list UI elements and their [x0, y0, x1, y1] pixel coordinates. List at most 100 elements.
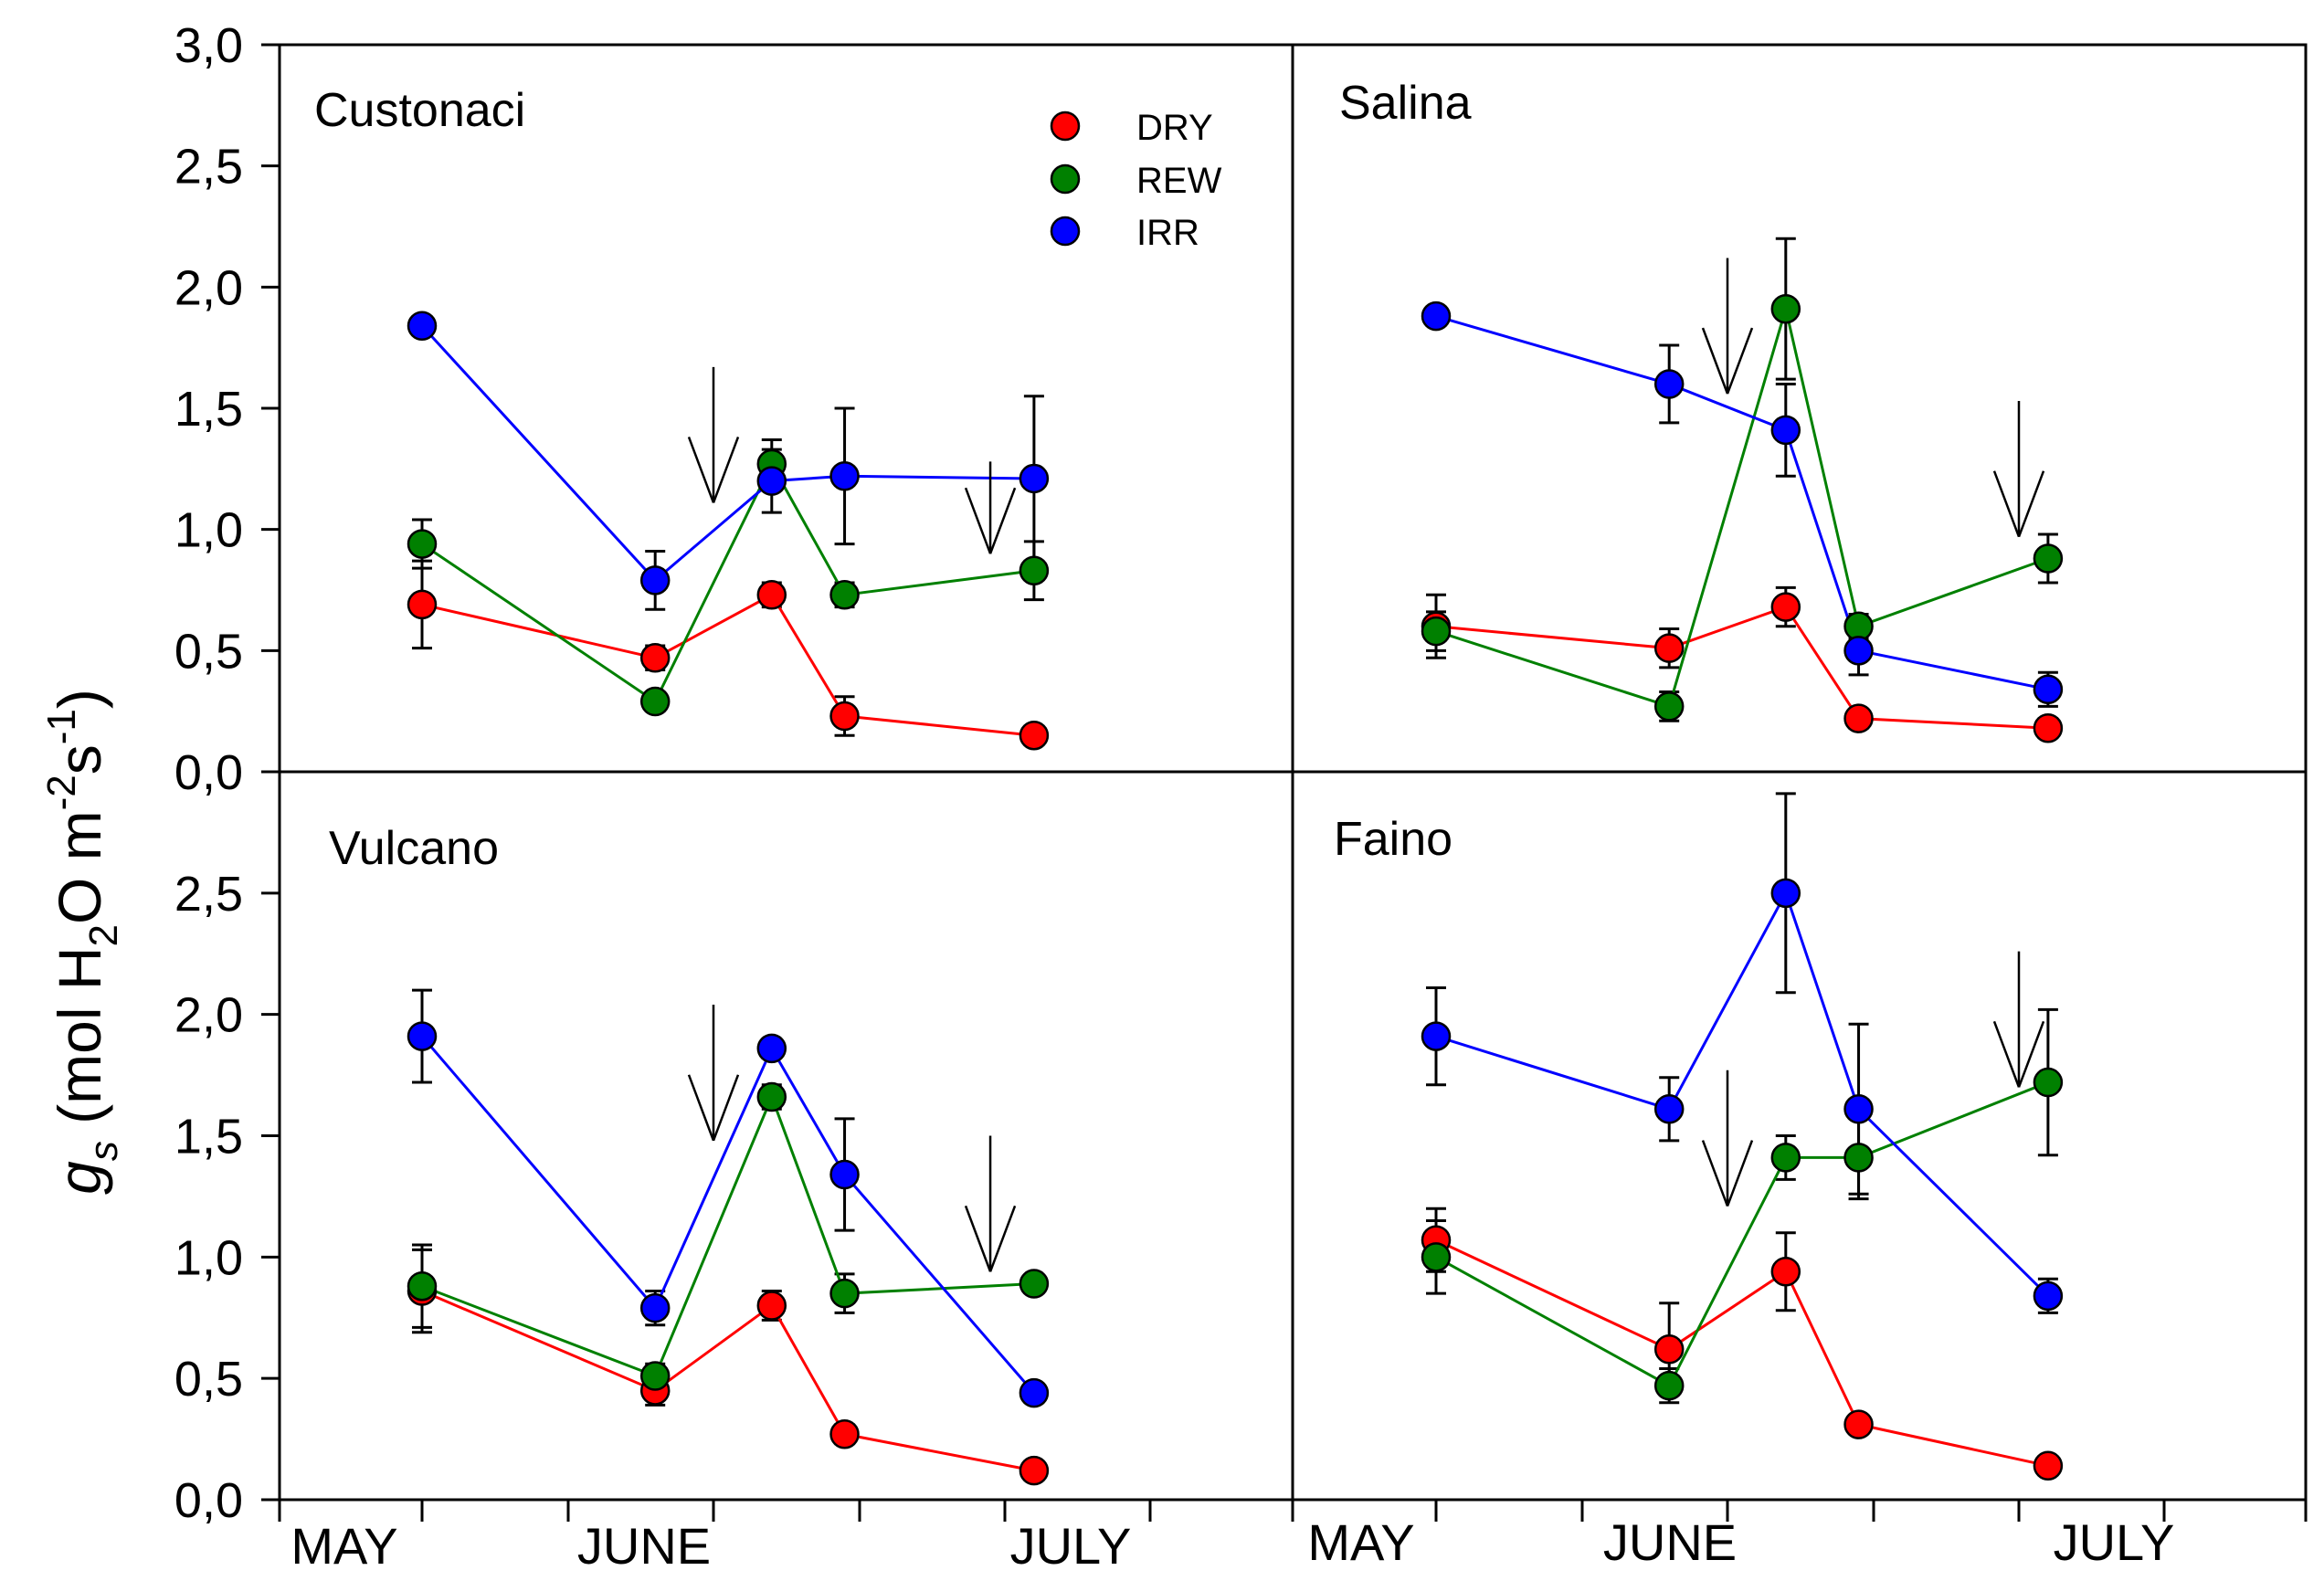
data-point-irr [1843, 636, 1874, 666]
arrow-head-left [1701, 327, 1729, 395]
arrow-head-right [2017, 1020, 2045, 1088]
y-tick-label: 2,0 [174, 260, 243, 315]
data-point-dry [2033, 1450, 2064, 1481]
data-point-irr [639, 565, 671, 596]
y-tick-label: 2,5 [174, 140, 243, 195]
arrow-head-right [712, 437, 740, 503]
month-label-may: MAY [1307, 1513, 1414, 1571]
y-axis-unit-part: ) [46, 689, 113, 709]
data-point-rew [639, 1361, 671, 1391]
data-point-rew [1653, 1370, 1685, 1401]
rewatering-arrow [1992, 951, 2045, 1088]
arrow-head-right [2017, 470, 2045, 538]
arrow-head-left [1701, 1140, 1729, 1207]
data-point-irr [1770, 415, 1801, 446]
legend-marker-dry [1050, 111, 1081, 142]
y-tick-label: 0,5 [174, 624, 243, 679]
y-axis-unit-part: (mol H [46, 946, 113, 1141]
legend-label-dry: DRY [1136, 108, 1213, 148]
y-axis-unit-sup: -1 [39, 709, 84, 744]
data-point-rew [1770, 293, 1801, 324]
legend-marker-rew [1050, 163, 1081, 195]
month-label-june: JUNE [577, 1517, 711, 1575]
y-axis-unit-sub: 2 [81, 924, 126, 946]
data-point-dry [1770, 1257, 1801, 1287]
data-point-irr [2033, 1281, 2064, 1312]
data-point-dry [756, 580, 787, 610]
arrow-head-right [1726, 1140, 1754, 1207]
data-point-irr [2033, 674, 2064, 705]
data-point-dry [1019, 1455, 1050, 1486]
rewatering-arrow [1701, 1070, 1754, 1207]
data-point-rew [639, 686, 671, 717]
arrow-head-left [1992, 1020, 2021, 1088]
y-axis-title: gs (mol H2O m-2s-1) [39, 689, 126, 1195]
data-point-rew [1770, 1143, 1801, 1173]
data-point-rew [407, 529, 438, 559]
data-point-rew [1421, 616, 1452, 647]
data-point-irr [829, 461, 860, 491]
rewatering-arrow [964, 1135, 1017, 1272]
month-label-july: JULY [2054, 1513, 2175, 1571]
y-tick-label: 1,5 [174, 382, 243, 437]
data-point-dry [756, 1291, 787, 1321]
data-point-dry [1653, 1334, 1685, 1365]
y-tick-label: 1,0 [174, 1230, 243, 1285]
data-point-dry [639, 643, 671, 673]
data-point-irr [1019, 463, 1050, 494]
data-point-dry [1843, 1409, 1874, 1439]
arrow-head-left [964, 487, 992, 554]
data-point-dry [1653, 633, 1685, 663]
y-tick-label: 2,0 [174, 988, 243, 1043]
data-point-dry [1843, 703, 1874, 733]
data-marks [407, 237, 2064, 1486]
legend: DRY REW IRR [1050, 108, 1222, 253]
data-point-dry [829, 701, 860, 732]
data-point-irr [1770, 878, 1801, 909]
month-label-july: JULY [1010, 1517, 1132, 1575]
panel-title-faino: Faino [1334, 813, 1452, 866]
data-point-irr [407, 311, 438, 342]
y-axis-symbol-sub: s [81, 1141, 126, 1161]
y-tick-label: 1,0 [174, 503, 243, 558]
panel-salina [1421, 237, 2064, 743]
month-label-june: JUNE [1603, 1513, 1737, 1571]
rewatering-arrow [1992, 401, 2045, 538]
data-point-dry [407, 589, 438, 620]
data-point-rew [829, 1278, 860, 1309]
data-point-irr [1019, 1377, 1050, 1408]
rewatering-arrow [687, 366, 740, 503]
month-label-may: MAY [290, 1517, 397, 1575]
y-tick-label: 0,5 [174, 1352, 243, 1407]
y-tick-label: 0,0 [174, 1473, 243, 1528]
data-point-rew [1653, 691, 1685, 722]
data-point-dry [1770, 592, 1801, 622]
data-point-rew [1019, 1269, 1050, 1299]
arrow-head-left [964, 1205, 992, 1272]
legend-label-rew: REW [1136, 161, 1222, 201]
data-point-dry [1019, 720, 1050, 751]
y-tick-label: 1,5 [174, 1110, 243, 1165]
panel-title-vulcano: Vulcano [329, 822, 499, 875]
data-point-dry [2033, 712, 2064, 743]
data-point-rew [1019, 555, 1050, 586]
y-axis-unit-part: O m [46, 810, 113, 924]
data-point-irr [1653, 369, 1685, 399]
data-point-rew [2033, 1067, 2064, 1098]
data-point-irr [756, 1033, 787, 1064]
arrow-head-right [988, 1205, 1017, 1272]
y-tick-label: 0,0 [174, 745, 243, 800]
arrow-head-left [1992, 470, 2021, 538]
y-tick-label: 2,5 [174, 867, 243, 922]
panel-custonaci [407, 311, 1050, 751]
arrow-head-left [687, 1074, 715, 1142]
panel-vulcano [407, 988, 1050, 1486]
axis-ticks: 0,0 0,5 1,0 1,5 2,0 2,5 3,0 0,0 0,5 1,0 1,5 2,0 2,5 [174, 18, 2308, 1528]
arrow-head-right [712, 1074, 740, 1142]
data-point-rew [407, 1270, 438, 1302]
legend-label-irr: IRR [1136, 213, 1199, 253]
data-point-rew [2033, 543, 2064, 574]
data-point-dry [829, 1419, 860, 1449]
data-point-rew [829, 580, 860, 610]
